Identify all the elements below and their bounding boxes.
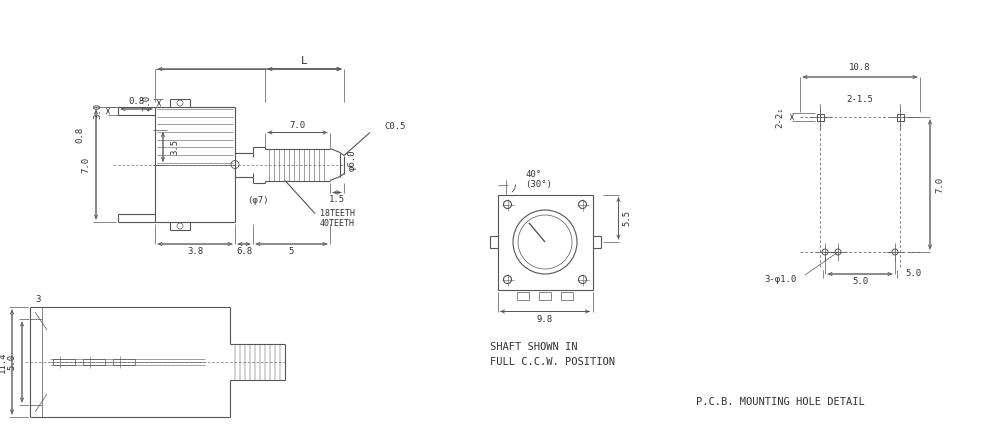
- Bar: [53, 359, 75, 365]
- Text: P.C.B. MOUNTING HOLE DETAIL: P.C.B. MOUNTING HOLE DETAIL: [696, 397, 864, 407]
- Text: FULL C.C.W. POSITION: FULL C.C.W. POSITION: [490, 357, 615, 367]
- Text: 40TEETH: 40TEETH: [320, 219, 355, 228]
- Text: 7.0: 7.0: [289, 121, 305, 130]
- Bar: [83, 359, 105, 365]
- Text: 2.0: 2.0: [143, 95, 152, 111]
- Text: C0.5: C0.5: [384, 122, 405, 131]
- Text: 5.0: 5.0: [852, 277, 868, 287]
- Text: SHAFT SHOWN IN: SHAFT SHOWN IN: [490, 342, 578, 352]
- Text: 10.8: 10.8: [849, 63, 871, 73]
- Text: 2-1.5: 2-1.5: [846, 94, 873, 104]
- Bar: [897, 114, 904, 121]
- Text: 3.5: 3.5: [170, 139, 179, 155]
- Text: φ6.0: φ6.0: [348, 150, 357, 171]
- Text: 18TEETH: 18TEETH: [320, 209, 355, 218]
- Text: 6.8: 6.8: [236, 247, 252, 257]
- Text: 0.8: 0.8: [129, 97, 145, 105]
- Text: 3.0: 3.0: [93, 103, 102, 119]
- Text: 11.4: 11.4: [0, 351, 7, 373]
- Text: 3-φ1.0: 3-φ1.0: [764, 275, 796, 284]
- Bar: [497, 194, 593, 289]
- Text: 5.5: 5.5: [622, 210, 631, 226]
- Bar: [561, 291, 573, 299]
- Text: L: L: [301, 56, 308, 66]
- Text: 7.0: 7.0: [81, 156, 90, 173]
- Bar: [113, 359, 135, 365]
- Text: (φ7): (φ7): [247, 196, 269, 205]
- Text: 2-2₁: 2-2₁: [776, 106, 785, 128]
- Text: 0.8: 0.8: [75, 126, 84, 142]
- Text: 9.8: 9.8: [537, 315, 553, 324]
- Text: 5: 5: [288, 247, 294, 257]
- Text: 3: 3: [36, 295, 41, 304]
- Text: 7.0: 7.0: [936, 177, 944, 193]
- Bar: [817, 114, 824, 121]
- Bar: [517, 291, 529, 299]
- Text: 5.0: 5.0: [8, 354, 17, 370]
- Bar: [539, 291, 551, 299]
- Text: (30°): (30°): [525, 180, 552, 189]
- Text: 1.5: 1.5: [329, 195, 345, 204]
- Text: 5.0: 5.0: [905, 270, 921, 278]
- Text: 40°: 40°: [525, 170, 542, 179]
- Text: 3.8: 3.8: [187, 247, 203, 257]
